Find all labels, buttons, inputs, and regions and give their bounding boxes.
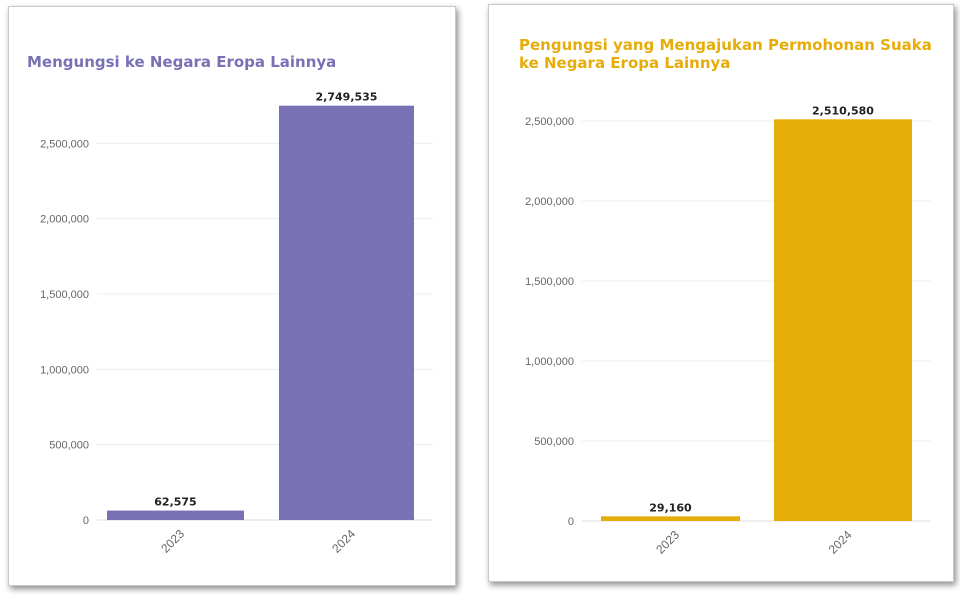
chart-panel-refugees: Mengungsi ke Negara Eropa Lainnya 0 500,0… bbox=[8, 6, 456, 586]
data-label: 2,510,580 bbox=[812, 104, 874, 117]
y-tick-label: 1,000,000 bbox=[40, 364, 89, 376]
x-tick-label: 2023 bbox=[158, 527, 187, 556]
y-tick-label: 2,500,000 bbox=[40, 138, 89, 150]
y-tick-label: 1,500,000 bbox=[525, 276, 574, 288]
chart-title: Pengungsi yang Mengajukan Permohonan Sua… bbox=[519, 36, 932, 72]
x-tick-label: 2023 bbox=[653, 528, 682, 557]
data-label: 62,575 bbox=[154, 496, 196, 509]
y-tick-label: 0 bbox=[83, 515, 89, 527]
y-tick-label: 1,000,000 bbox=[525, 356, 574, 368]
bar-2023 bbox=[107, 510, 244, 520]
y-tick-label: 2,000,000 bbox=[525, 196, 574, 208]
y-tick-label: 500,000 bbox=[534, 436, 574, 448]
bar-2024 bbox=[279, 105, 414, 520]
data-label: 2,749,535 bbox=[316, 91, 378, 104]
y-tick-label: 1,500,000 bbox=[40, 289, 89, 301]
x-tick-label: 2024 bbox=[826, 528, 855, 557]
y-tick-label: 0 bbox=[568, 516, 574, 528]
bar-chart: 0 500,000 1,000,000 1,500,000 2,000,000 2,500… bbox=[40, 91, 433, 556]
x-tick-label: 2024 bbox=[329, 527, 358, 556]
y-tick-label: 500,000 bbox=[49, 440, 89, 452]
chart-panel-asylum: Pengungsi yang Mengajukan Permohonan Sua… bbox=[488, 4, 954, 582]
data-label: 29,160 bbox=[649, 501, 692, 514]
bar-2023 bbox=[601, 516, 740, 521]
chart-title: Mengungsi ke Negara Eropa Lainnya bbox=[27, 53, 337, 71]
y-tick-label: 2,000,000 bbox=[40, 214, 89, 226]
y-tick-label: 2,500,000 bbox=[525, 116, 574, 128]
bar-chart: 0 500,000 1,000,000 1,500,000 2,000,000 2,500… bbox=[525, 104, 931, 557]
bar-2024 bbox=[774, 119, 912, 522]
